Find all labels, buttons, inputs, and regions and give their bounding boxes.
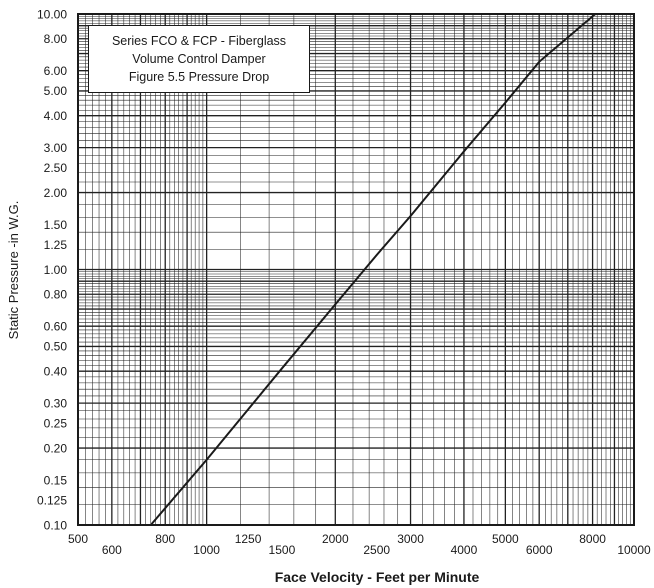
y-axis-title: Static Pressure -in W.G. <box>6 201 21 340</box>
chart-title-line-2: Volume Control Damper <box>132 52 266 66</box>
x-tick-labels: 500 600 800 1000 1250 1500 2000 2500 3000 4000 500… <box>68 532 651 557</box>
x-tick-label: 2500 <box>363 543 390 557</box>
y-tick-labels: 10.00 8.00 6.00 5.00 4.00 3.00 2.50 2.00 1.50 1.2… <box>37 7 67 532</box>
y-tick-label: 10.00 <box>37 7 67 21</box>
y-tick-label: 4.00 <box>44 109 68 123</box>
y-tick-label: 0.20 <box>44 441 68 455</box>
chart-title-line-3: Figure 5.5 Pressure Drop <box>128 70 270 84</box>
y-tick-label: 2.50 <box>44 161 68 175</box>
y-tick-label: 6.00 <box>44 64 68 78</box>
x-tick-label: 2000 <box>322 532 349 546</box>
x-tick-label: 600 <box>102 543 122 557</box>
x-tick-label: 6000 <box>526 543 553 557</box>
y-tick-label: 0.125 <box>37 494 67 508</box>
y-tick-label: 0.50 <box>44 340 68 354</box>
y-tick-label: 0.40 <box>44 364 68 378</box>
chart-title-box: Series FCO & FCP - Fiberglass Volume Con… <box>88 25 310 93</box>
x-tick-label: 8000 <box>579 532 606 546</box>
series-layer <box>150 13 596 526</box>
y-tick-label: 0.10 <box>44 518 68 532</box>
y-tick-label: 5.00 <box>44 84 68 98</box>
y-tick-label: 1.25 <box>44 238 68 252</box>
x-tick-label: 10000 <box>617 543 651 557</box>
x-tick-label: 500 <box>68 532 88 546</box>
grid-major <box>78 14 634 525</box>
y-tick-label: 3.00 <box>44 141 68 155</box>
x-tick-label: 800 <box>155 532 175 546</box>
plot-frame <box>77 13 635 526</box>
x-tick-label: 4000 <box>451 543 478 557</box>
y-tick-label: 0.15 <box>44 473 68 487</box>
x-tick-label: 5000 <box>492 532 519 546</box>
y-tick-label: 0.30 <box>44 396 68 410</box>
y-tick-label: 0.25 <box>44 417 68 431</box>
y-tick-label: 0.80 <box>44 288 68 302</box>
x-tick-label: 1500 <box>269 543 296 557</box>
x-tick-label: 1000 <box>193 543 220 557</box>
x-axis-title: Face Velocity - Feet per Minute <box>275 569 480 585</box>
y-tick-label: 2.00 <box>44 186 68 200</box>
y-tick-label: 1.00 <box>44 263 68 277</box>
y-tick-label: 8.00 <box>44 32 68 46</box>
y-tick-label: 1.50 <box>44 218 68 232</box>
y-tick-label: 0.60 <box>44 319 68 333</box>
chart-title-line-1: Series FCO & FCP - Fiberglass <box>111 34 287 48</box>
series-line <box>150 13 596 526</box>
x-tick-label: 1250 <box>235 532 262 546</box>
x-tick-label: 3000 <box>397 532 424 546</box>
